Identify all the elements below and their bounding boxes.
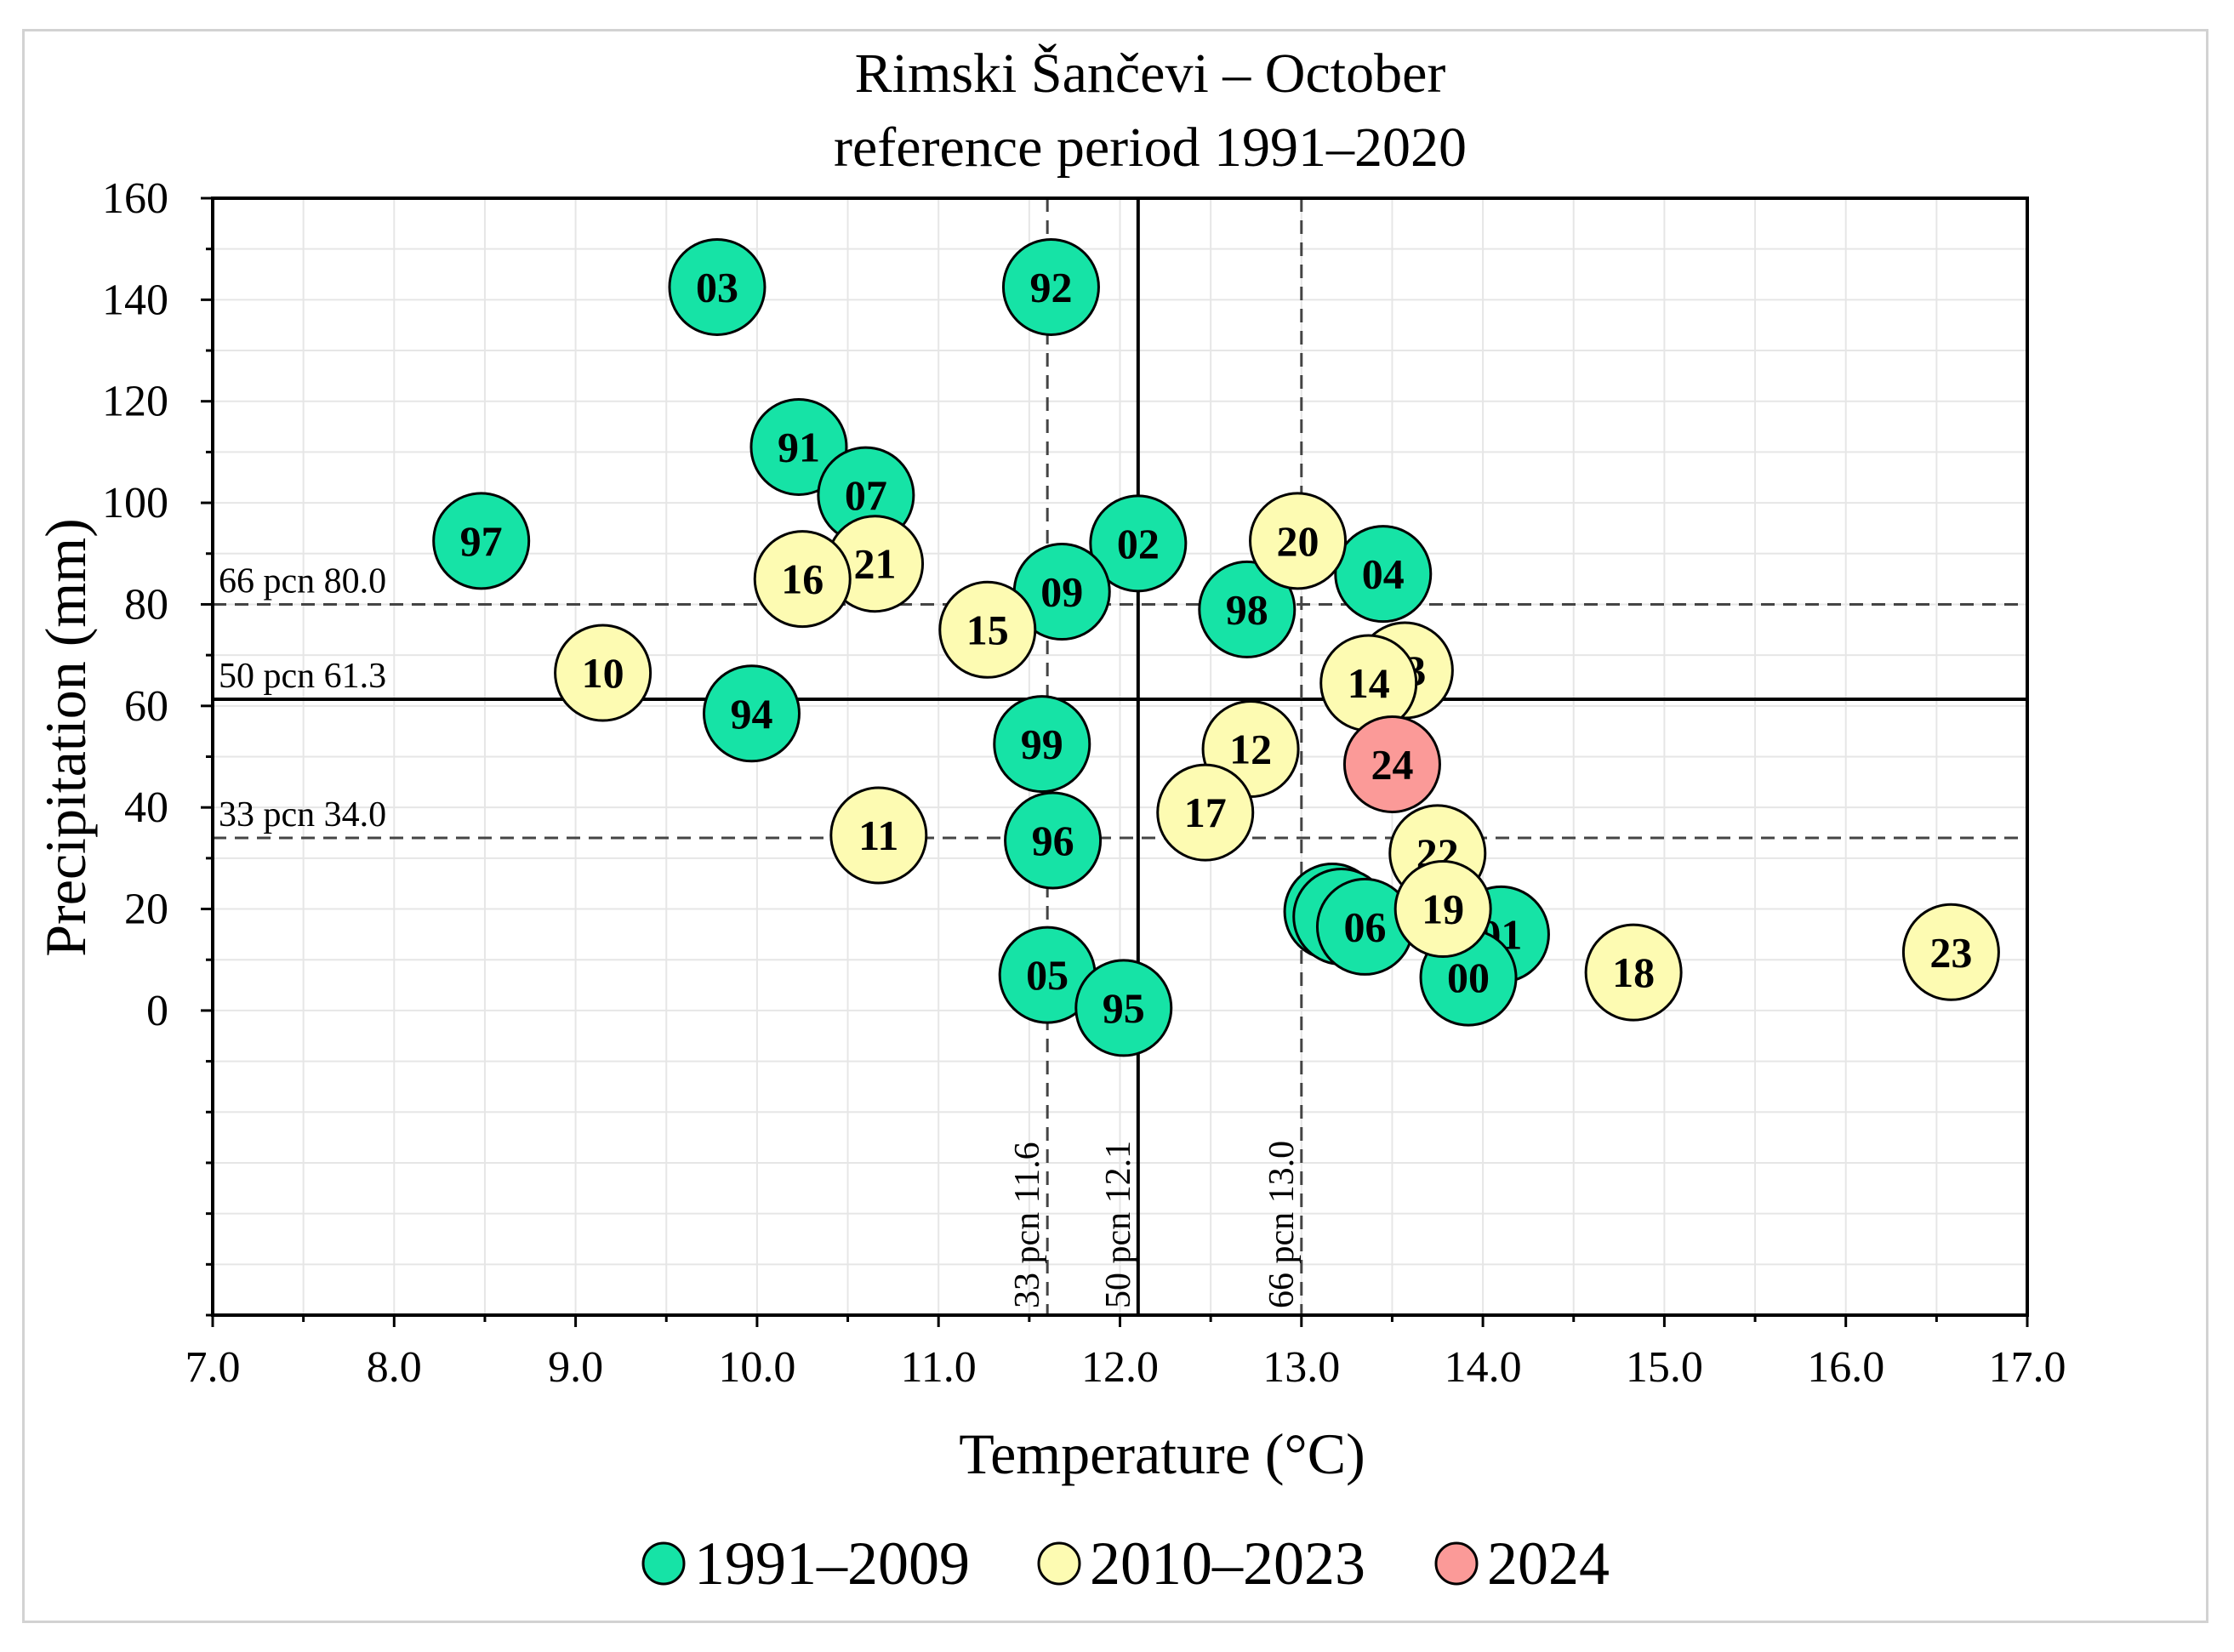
reference-label-temperature: 50 pcn 12.1 [1099,1141,1138,1308]
data-point-label: 24 [1371,740,1413,788]
y-tick-label: 0 [146,987,168,1035]
y-tick-label: 100 [102,479,168,527]
data-point-label: 95 [1103,984,1145,1032]
x-tick-label: 12.0 [1081,1343,1159,1392]
data-point-marker [938,580,1037,679]
chart-subtitle: reference period 1991–2020 [834,117,1467,179]
data-point-marker [1074,959,1173,1057]
data-point-label: 11 [858,812,898,859]
data-point-label: 07 [845,471,887,519]
data-point-marker [1089,494,1188,593]
data-point-marker [1901,903,2000,1001]
data-point-label: 99 [1021,721,1063,768]
data-point-marker [432,492,531,590]
y-tick-label: 160 [102,174,168,223]
x-tick-label: 16.0 [1807,1343,1884,1392]
data-point-label: 05 [1026,951,1069,999]
data-point-marker [1393,860,1492,959]
legend-marker [641,1541,686,1586]
data-point-label: 15 [966,606,1009,653]
data-point-marker [1584,923,1683,1022]
data-point-label: 10 [582,649,624,697]
chart-frame [22,29,2208,1623]
reference-label-precipitation: 50 pcn 61.3 [219,657,386,696]
x-tick-label: 11.0 [901,1343,977,1392]
legend-label: 2010–2023 [1090,1530,1365,1598]
data-point-label: 18 [1612,948,1655,996]
data-point-label: 17 [1184,789,1227,836]
legend: 1991–2009 2010–2023 2024 [641,1530,1610,1598]
axis-ticks: 7.0 8.0 9.0 10.0 11.0 12.0 13.0 14.0 15.0 16.0 17.… [102,174,2066,1392]
data-point-label: 14 [1348,659,1390,707]
data-point-label: 96 [1032,817,1074,864]
y-tick-label: 120 [102,378,168,426]
x-tick-label: 10.0 [718,1343,795,1392]
data-point-marker [993,695,1091,794]
data-point-label: 09 [1040,568,1083,616]
data-point-label: 16 [781,555,824,603]
data-point-marker [1001,237,1100,336]
y-tick-label: 140 [102,276,168,324]
reference-label-precipitation: 33 pcn 34.0 [219,795,386,835]
data-point-marker [1156,763,1255,862]
y-tick-label: 40 [124,783,168,832]
y-tick-label: 80 [124,580,168,629]
data-point-label: 20 [1277,517,1319,565]
data-point-marker [1342,715,1441,813]
x-tick-label: 8.0 [367,1343,422,1392]
x-tick-label: 14.0 [1445,1343,1522,1392]
legend-label: 1991–2009 [694,1530,970,1598]
legend-marker [1434,1541,1479,1586]
y-tick-label: 20 [124,886,168,934]
x-tick-label: 9.0 [548,1343,603,1392]
data-point-label: 94 [731,690,773,738]
x-axis-label: Temperature (°C) [959,1421,1365,1486]
legend-marker [1037,1541,1081,1586]
data-point-marker [1334,525,1433,624]
data-point-label: 97 [460,517,503,565]
data-point-marker [703,664,801,763]
x-tick-label: 13.0 [1262,1343,1340,1392]
x-tick-label: 7.0 [185,1343,241,1392]
data-point-label: 23 [1929,928,1972,976]
data-point-label: 03 [696,263,738,310]
chart-title: Rimski Šančevi – October [855,43,1446,105]
data-point-marker [829,786,928,885]
x-tick-label: 15.0 [1626,1343,1703,1392]
x-tick-label: 17.0 [1989,1343,2066,1392]
data-point-label: 98 [1226,585,1268,633]
reference-label-temperature: 66 pcn 13.0 [1262,1141,1302,1308]
data-point-marker [1198,560,1297,658]
data-point-label: 02 [1117,520,1160,567]
data-point-marker [554,624,653,722]
data-point-label: 00 [1447,954,1490,1001]
y-tick-label: 60 [124,682,168,731]
data-point-marker [1249,492,1348,590]
data-point-marker [668,237,767,336]
data-point-marker [753,530,852,629]
data-points: 0392910797020409989499969308060100059520… [432,237,2000,1057]
data-point-marker [1004,791,1103,890]
data-point-label: 91 [778,423,820,470]
data-point-label: 92 [1029,263,1072,310]
data-point-marker [749,397,848,496]
data-point-label: 06 [1343,903,1386,950]
data-point-label: 21 [854,540,897,588]
data-point-label: 04 [1362,550,1405,598]
legend-label: 2024 [1487,1530,1610,1598]
reference-label-precipitation: 66 pcn 80.0 [219,561,386,601]
data-point-label: 19 [1422,886,1464,933]
data-point-label: 12 [1229,726,1272,773]
reference-label-temperature: 33 pcn 11.6 [1008,1142,1047,1308]
y-axis-label: Precipitation (mm) [33,518,98,957]
